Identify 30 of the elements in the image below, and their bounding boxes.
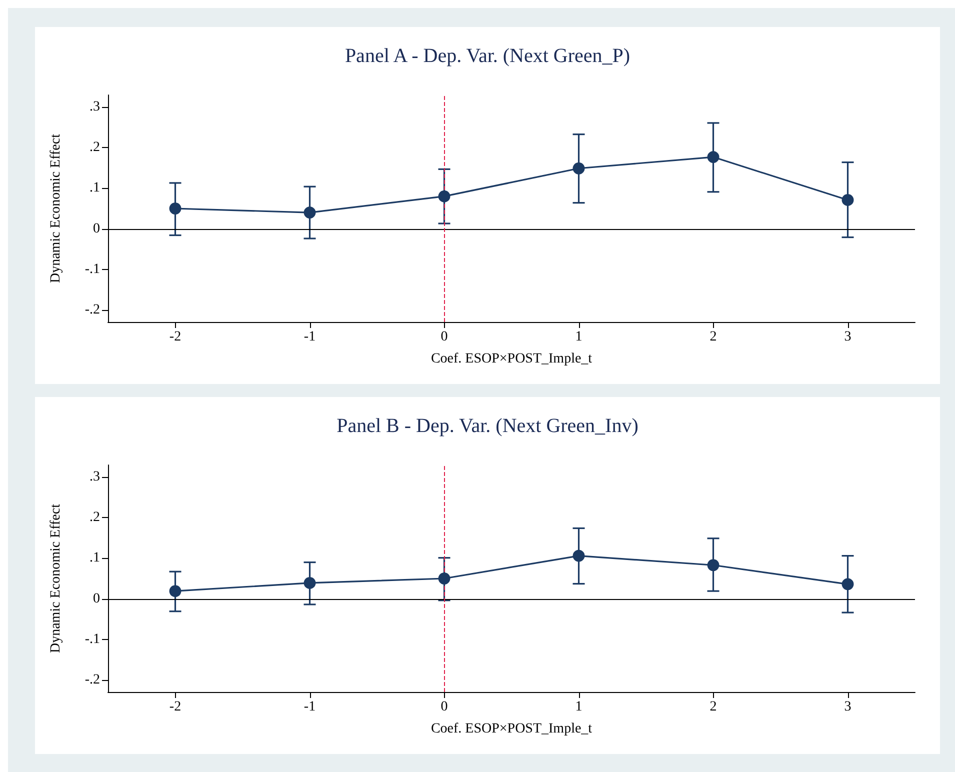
x-tick-label: 3: [844, 700, 852, 714]
x-tick-label: 1: [575, 700, 582, 714]
x-tick-label: -1: [304, 700, 316, 714]
chart-title: Panel B - Dep. Var. (Next Green_Inv): [336, 415, 638, 437]
y-tick-label: .1: [90, 180, 100, 196]
y-tick-label: .3: [90, 470, 100, 485]
y-axis-title: Dynamic Economic Effect: [48, 134, 64, 284]
y-tick-label: 0: [93, 221, 100, 236]
y-tick-label: -.2: [84, 672, 100, 688]
x-tick-label: 1: [575, 330, 582, 344]
y-tick-label: -.1: [84, 262, 100, 277]
y-tick-label: .3: [90, 100, 100, 115]
x-tick-label: -2: [169, 330, 182, 344]
x-tick-label: 0: [440, 330, 448, 344]
y-axis-title: Dynamic Economic Effect: [48, 504, 64, 654]
y-tick-label: .2: [90, 510, 100, 526]
x-tick-label: 0: [440, 700, 448, 714]
x-axis-title: Coef. ESOP×POST_Imple_t: [430, 352, 592, 366]
x-tick-label: 2: [710, 700, 717, 714]
x-axis-title: Coef. ESOP×POST_Imple_t: [430, 722, 592, 736]
y-tick-label: .1: [90, 550, 100, 566]
x-tick-label: 2: [710, 330, 717, 344]
y-tick-label: -.1: [84, 632, 100, 647]
x-tick-label: 3: [844, 330, 852, 344]
x-tick-label: -1: [304, 330, 316, 344]
chart-title: Panel A - Dep. Var. (Next Green_P): [344, 45, 630, 67]
y-tick-label: .2: [90, 140, 100, 156]
x-tick-label: -2: [169, 700, 182, 714]
y-tick-label: -.2: [84, 302, 100, 318]
y-tick-label: 0: [93, 591, 100, 606]
